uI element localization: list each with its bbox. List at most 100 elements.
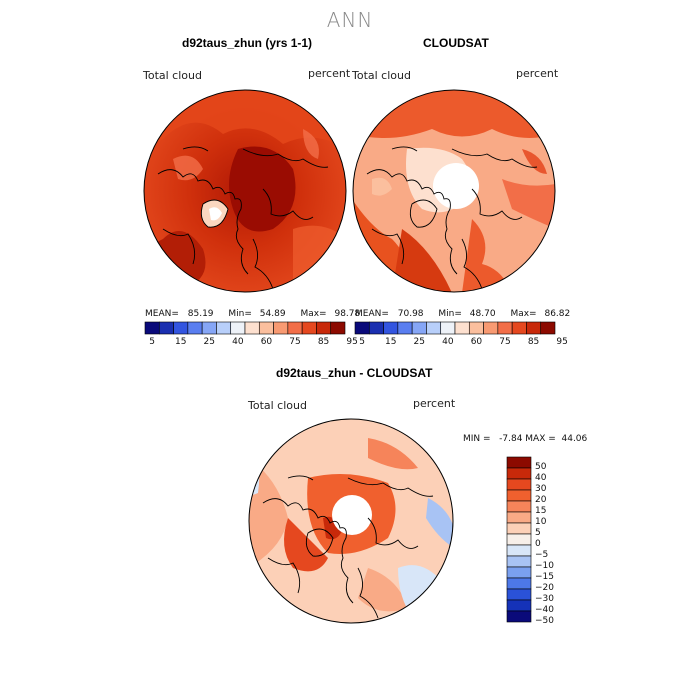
obs-colorbar	[354, 321, 556, 335]
diff-colorbar-swatch	[506, 610, 532, 623]
obs-stats: MEAN= 70.98 Min= 48.70 Max= 86.82	[355, 309, 570, 319]
diff-colorbar-tick-label: −50	[535, 616, 554, 626]
model-colorbar-ticks: 5 15 25 40 60 75 85 95	[145, 337, 358, 349]
diff-min-max: MIN = -7.84 MAX = 44.06	[463, 434, 588, 444]
model-colorbar-swatch	[273, 321, 289, 335]
model-colorbar-swatch	[230, 321, 246, 335]
diff-colorbar-swatch	[506, 577, 532, 590]
model-min-value: 54.89	[259, 309, 286, 319]
model-colorbar-swatch	[216, 321, 232, 335]
diff-colorbar-swatch	[506, 555, 532, 568]
obs-colorbar-swatch	[526, 321, 542, 335]
diff-colorbar-tick-label: 40	[535, 473, 547, 483]
diff-colorbar-swatch	[506, 522, 532, 535]
obs-colorbar-swatch	[354, 321, 370, 335]
model-colorbar-tick-label: 95	[346, 337, 358, 347]
model-colorbar-tick-label: 40	[232, 337, 244, 347]
diff-colorbar-tick-label: 5	[535, 528, 541, 538]
obs-colorbar-tick-label: 85	[527, 337, 540, 347]
obs-colorbar-swatch	[497, 321, 513, 335]
model-colorbar-tick-label: 5	[149, 337, 155, 347]
obs-colorbar-swatch	[368, 321, 384, 335]
obs-colorbar-swatch	[411, 321, 427, 335]
obs-colorbar-tick-label: 25	[413, 337, 425, 347]
diff-panel-title: d92taus_zhun - CLOUDSAT	[276, 366, 433, 380]
model-polar-map	[143, 89, 347, 293]
obs-max-label: Max=	[510, 309, 537, 319]
model-colorbar-swatch	[301, 321, 317, 335]
diff-colorbar-tick-label: 10	[535, 517, 547, 527]
model-colorbar-swatch	[287, 321, 303, 335]
model-colorbar-swatch	[244, 321, 260, 335]
model-max-label: Max=	[300, 309, 327, 319]
model-panel-title: d92taus_zhun (yrs 1-1)	[182, 36, 313, 50]
obs-colorbar-ticks: 5 15 25 40 60 75 85 95	[355, 337, 568, 349]
obs-panel-title: CLOUDSAT	[423, 36, 489, 50]
obs-colorbar-swatch	[540, 321, 556, 335]
diff-colorbar-tick-label: 0	[535, 539, 541, 549]
diff-colorbar-swatch	[506, 566, 532, 579]
obs-colorbar-swatch	[511, 321, 527, 335]
diff-colorbar-swatch	[506, 533, 532, 546]
model-colorbar-swatch	[330, 321, 346, 335]
diff-colorbar-tick-label: −5	[535, 550, 549, 560]
obs-colorbar-swatch	[383, 321, 399, 335]
diff-colorbar-swatch	[506, 599, 532, 612]
model-max-value: 98.78	[334, 309, 361, 319]
diff-colorbar-tick-label: 15	[535, 506, 547, 516]
model-stats: MEAN= 85.19 Min= 54.89 Max= 98.78	[145, 309, 360, 319]
model-colorbar-swatch	[258, 321, 274, 335]
obs-colorbar-swatch	[426, 321, 442, 335]
model-units-label: percent	[308, 67, 351, 80]
diff-colorbar-tick-label: −30	[535, 594, 554, 604]
diff-colorbar-tick-label: 30	[535, 484, 547, 494]
obs-min-value: 48.70	[469, 309, 496, 319]
obs-max-value: 86.82	[544, 309, 571, 319]
model-colorbar	[144, 321, 346, 335]
model-colorbar-tick-label: 60	[260, 337, 273, 347]
model-colorbar-swatch	[158, 321, 174, 335]
obs-colorbar-swatch	[454, 321, 470, 335]
model-min-label: Min=	[228, 309, 252, 319]
model-variable-label: Total cloud	[143, 69, 202, 82]
obs-units-label: percent	[516, 67, 559, 80]
model-colorbar-swatch	[201, 321, 217, 335]
diff-colorbar-swatch	[506, 456, 532, 469]
diff-units-label: percent	[413, 397, 456, 410]
obs-colorbar-tick-label: 60	[470, 337, 483, 347]
diff-colorbar-swatch	[506, 478, 532, 491]
diff-colorbar-swatch	[506, 588, 532, 601]
model-colorbar-tick-label: 15	[174, 337, 187, 347]
diff-colorbar-swatch	[506, 500, 532, 513]
obs-colorbar-swatch	[483, 321, 499, 335]
diff-colorbar-tick-label: 50	[535, 462, 547, 472]
diff-colorbar-swatch	[506, 467, 532, 480]
obs-variable-label: Total cloud	[352, 69, 411, 82]
obs-mean-value: 70.98	[397, 309, 424, 319]
model-mean-value: 85.19	[187, 309, 214, 319]
model-colorbar-tick-label: 85	[317, 337, 330, 347]
obs-colorbar-tick-label: 40	[442, 337, 454, 347]
diff-colorbar-tick-label: −10	[535, 561, 554, 571]
diff-colorbar-swatch	[506, 544, 532, 557]
diff-polar-map	[248, 418, 454, 624]
diff-colorbar-tick-label: −40	[535, 605, 554, 615]
obs-colorbar-swatch	[468, 321, 484, 335]
diff-variable-label: Total cloud	[248, 399, 307, 412]
obs-mean-label: MEAN=	[355, 309, 389, 319]
obs-colorbar-swatch	[440, 321, 456, 335]
model-colorbar-swatch	[187, 321, 203, 335]
model-colorbar-tick-label: 75	[289, 337, 301, 347]
obs-colorbar-tick-label: 75	[499, 337, 511, 347]
model-mean-label: MEAN=	[145, 309, 179, 319]
obs-colorbar-tick-label: 5	[359, 337, 365, 347]
diff-colorbar-swatch	[506, 511, 532, 524]
diff-colorbar-swatch	[506, 489, 532, 502]
diff-colorbar-tick-label: 20	[535, 495, 547, 505]
diff-colorbar	[506, 456, 532, 623]
obs-polar-map	[352, 89, 556, 293]
obs-colorbar-tick-label: 95	[556, 337, 568, 347]
diff-colorbar-tick-label: −20	[535, 583, 554, 593]
diff-colorbar-ticks: 50 40 30 20 15 10 5 0 −5 −10 −15 −20 −30 −40 −50	[535, 457, 575, 626]
model-colorbar-tick-label: 25	[203, 337, 215, 347]
